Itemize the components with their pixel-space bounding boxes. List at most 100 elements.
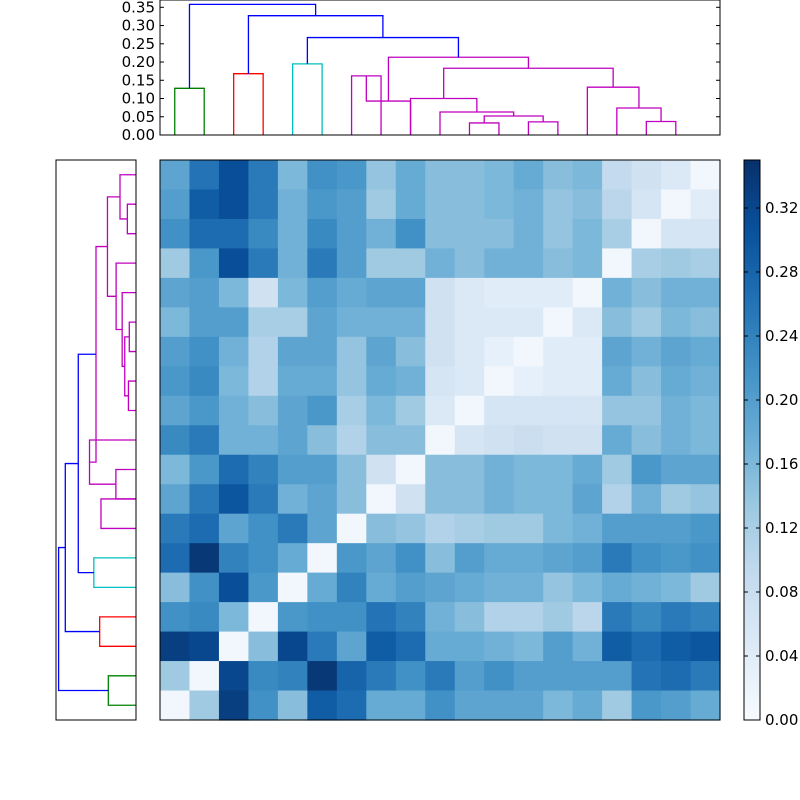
- heatmap-cell: [366, 336, 397, 367]
- heatmap-cell: [366, 160, 397, 191]
- heatmap-cell: [513, 336, 544, 367]
- left-dendrogram-link: [99, 616, 136, 647]
- heatmap-cell: [366, 484, 397, 515]
- heatmap-cell: [484, 277, 515, 308]
- heatmap-cell: [572, 484, 603, 515]
- heatmap-cell: [218, 160, 250, 191]
- heatmap-cell: [425, 366, 456, 397]
- heatmap-cell: [425, 513, 456, 544]
- top-dendrogram-link: [645, 120, 677, 135]
- heatmap-cell: [425, 602, 456, 633]
- heatmap-cell: [160, 277, 191, 308]
- heatmap-cell: [661, 602, 692, 633]
- top-dendrogram-link: [527, 121, 559, 135]
- heatmap-cell: [484, 602, 515, 633]
- heatmap-cell: [631, 484, 662, 515]
- heatmap-cell: [543, 631, 574, 662]
- heatmap-cell: [366, 395, 397, 426]
- heatmap-cell: [160, 248, 191, 279]
- heatmap-cell: [572, 366, 603, 397]
- heatmap-cell: [277, 248, 308, 279]
- heatmap-cell: [602, 543, 633, 574]
- heatmap-cell: [454, 661, 485, 692]
- heatmap-cell: [218, 277, 250, 308]
- heatmap-cell: [307, 454, 338, 485]
- heatmap-cell: [631, 425, 662, 456]
- heatmap-cell: [189, 366, 220, 397]
- heatmap-cell: [513, 395, 544, 426]
- top-dendrogram-tick-label: 0.35: [122, 0, 155, 16]
- heatmap-cell: [484, 395, 515, 426]
- heatmap-cell: [248, 484, 279, 515]
- heatmap-cell: [513, 218, 544, 250]
- heatmap-cell: [366, 189, 397, 220]
- heatmap-cell: [543, 454, 574, 485]
- heatmap-cell: [631, 690, 662, 721]
- heatmap-cell: [366, 248, 397, 279]
- top-dendrogram-link: [439, 111, 515, 135]
- heatmap-cell: [572, 160, 603, 191]
- heatmap-cell: [602, 189, 633, 220]
- heatmap-cell: [307, 425, 338, 456]
- heatmap-cell: [631, 513, 662, 544]
- heatmap-cell: [336, 543, 367, 574]
- heatmap-cell: [543, 395, 574, 426]
- heatmap-cell: [218, 307, 250, 338]
- heatmap-cell: [631, 336, 662, 367]
- heatmap-cell: [218, 513, 250, 544]
- colorbar-tick-label: 0.04: [765, 647, 798, 665]
- heatmap-cell: [336, 366, 367, 397]
- heatmap-cell: [160, 189, 191, 220]
- heatmap-cell: [513, 160, 544, 191]
- heatmap-cell: [454, 690, 485, 721]
- heatmap-cell: [248, 602, 279, 633]
- top-dendrogram-tick-label: 0.10: [122, 90, 155, 108]
- heatmap-cell: [189, 277, 220, 308]
- heatmap-cell: [631, 160, 662, 191]
- heatmap-cell: [661, 307, 692, 338]
- heatmap-cell: [513, 543, 544, 574]
- colorbar-axis: 0.00 0.04 0.08 0.12 0.16 0.20 0.24 0.28 0.32: [744, 199, 798, 729]
- heatmap-cell: [307, 366, 338, 397]
- heatmap-cell: [277, 513, 308, 544]
- heatmap-cell: [160, 425, 191, 456]
- heatmap-cell: [661, 543, 692, 574]
- heatmap-cell: [661, 189, 692, 220]
- heatmap-cell: [307, 661, 338, 692]
- heatmap-cell: [513, 454, 544, 485]
- heatmap-cell: [484, 425, 515, 456]
- heatmap-cell: [602, 248, 633, 279]
- heatmap-cell: [631, 189, 662, 220]
- heatmap-cell: [160, 572, 191, 603]
- heatmap-cell: [248, 160, 279, 191]
- heatmap-cell: [661, 661, 692, 692]
- heatmap-cell: [160, 513, 191, 544]
- top-dendrogram-frame: [159, 0, 721, 136]
- heatmap-cell: [189, 690, 220, 721]
- left-dendrogram-link: [64, 462, 100, 633]
- heatmap-cell: [661, 572, 692, 603]
- heatmap-cell: [395, 277, 426, 308]
- heatmap-cell: [189, 454, 220, 485]
- heatmap-cell: [189, 307, 220, 338]
- heatmap-cell: [513, 189, 544, 220]
- heatmap-cell: [631, 572, 662, 603]
- top-dendrogram-tick-label: 0.00: [122, 126, 155, 144]
- heatmap-cell: [218, 631, 250, 662]
- heatmap-cell: [543, 366, 574, 397]
- heatmap-cell: [454, 543, 485, 574]
- heatmap-cell: [543, 218, 574, 250]
- heatmap-cell: [631, 602, 662, 633]
- heatmap-cell: [395, 425, 426, 456]
- heatmap-cell: [189, 572, 220, 603]
- heatmap-cell: [454, 218, 485, 250]
- left-dendrogram-link: [128, 321, 136, 353]
- heatmap-cell: [248, 395, 279, 426]
- top-dendrogram-link: [306, 36, 460, 64]
- heatmap-cell: [277, 366, 308, 397]
- heatmap-cell: [336, 513, 367, 544]
- heatmap-cell: [336, 690, 367, 721]
- heatmap-cell: [572, 336, 603, 367]
- heatmap-cell: [248, 189, 279, 220]
- heatmap-cell: [543, 248, 574, 279]
